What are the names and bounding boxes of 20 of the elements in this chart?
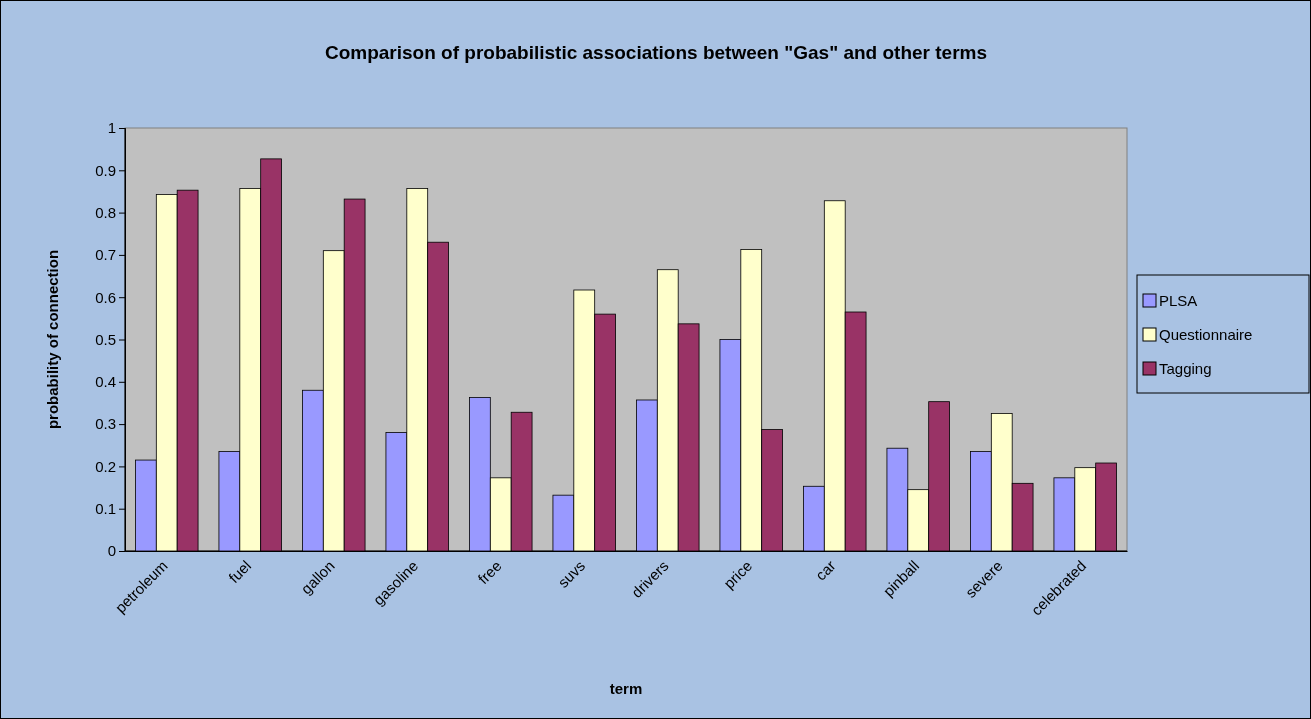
y-tick-label: 0.9 bbox=[95, 161, 116, 179]
y-tick-label: 0 bbox=[107, 542, 116, 560]
x-tick-label: fuel bbox=[225, 556, 255, 587]
y-tick-label: 0.4 bbox=[95, 373, 116, 391]
y-axis-title: probability of connection bbox=[44, 249, 61, 430]
x-tick-label: car bbox=[811, 556, 839, 584]
x-axis-title: term bbox=[609, 680, 643, 697]
y-tick-label: 1 bbox=[107, 119, 116, 137]
y-tick-label: 0.5 bbox=[95, 330, 116, 348]
y-tick-label: 0.6 bbox=[95, 288, 116, 306]
y-tick-label: 0.1 bbox=[95, 500, 116, 517]
chart-title: Comparison of probabilistic associations between "Gas" and other terms bbox=[324, 42, 988, 63]
y-tick-label: 0.7 bbox=[95, 246, 116, 264]
legend-label: Tagging bbox=[1159, 360, 1212, 377]
x-tick-label: free bbox=[474, 556, 505, 588]
y-tick-label: 0.3 bbox=[95, 415, 116, 433]
legend-label: PLSA bbox=[1159, 292, 1198, 309]
y-tick-label: 0.2 bbox=[95, 457, 116, 475]
legend-label: Questionnaire bbox=[1159, 326, 1253, 343]
y-tick-label: 0.8 bbox=[95, 203, 116, 221]
